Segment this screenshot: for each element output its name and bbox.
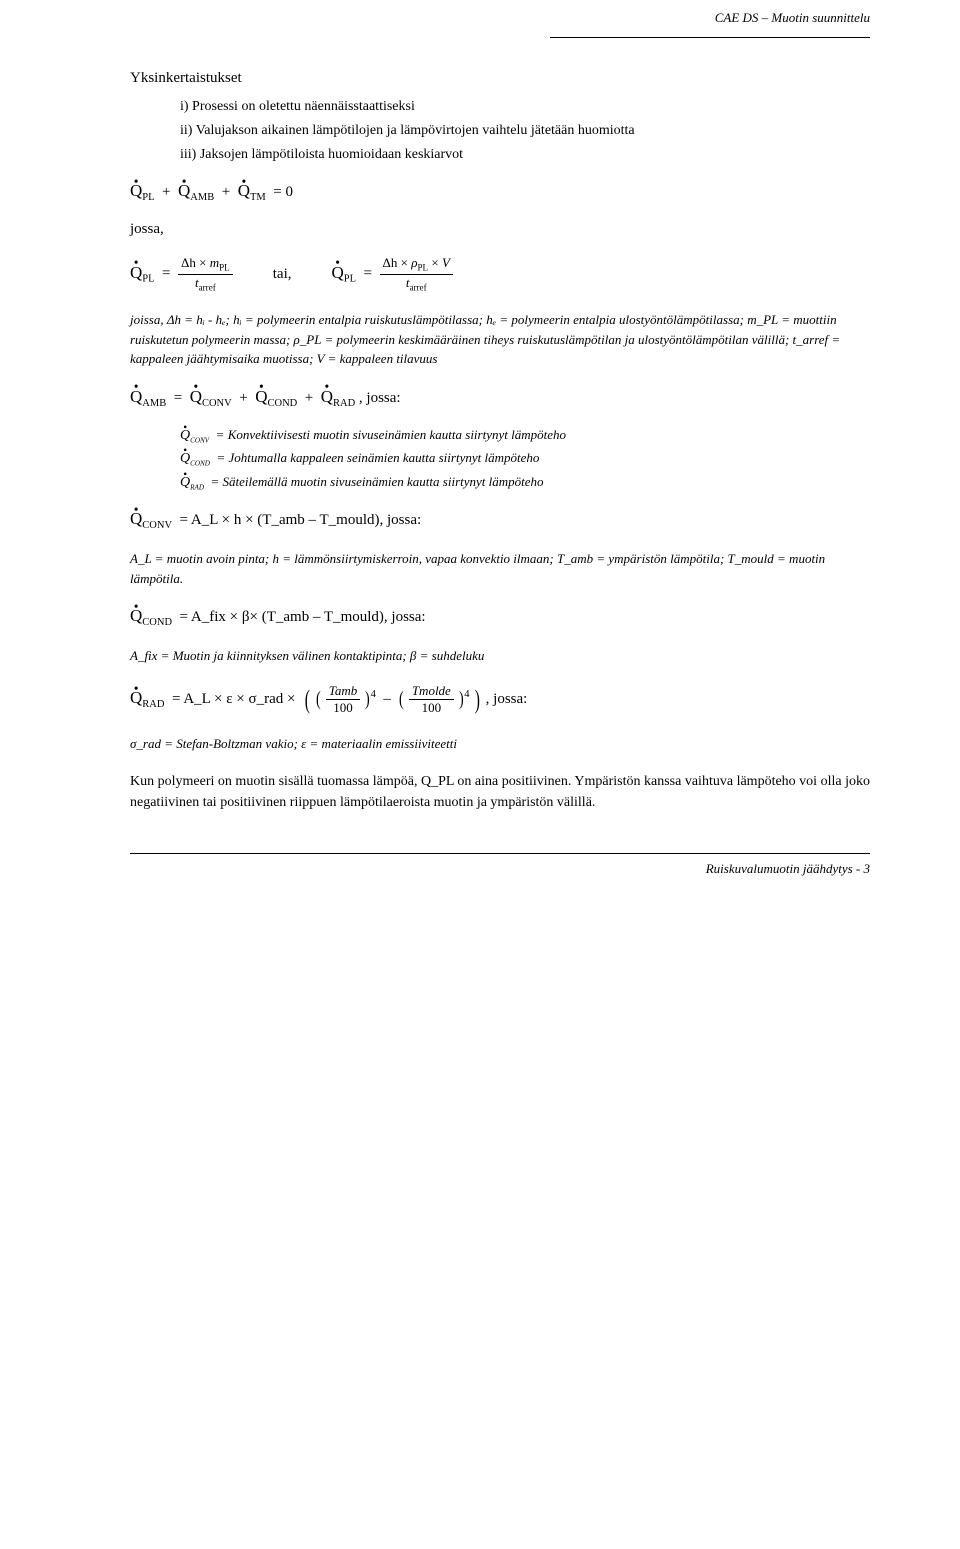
footer-text: Ruiskuvalumuotin jäähdytys - 3 xyxy=(130,861,870,877)
assumption-ii: ii) Valujakson aikainen lämpötilojen ja … xyxy=(180,123,870,139)
eq-balance: QPL + QAMB + QTM = 0 xyxy=(130,181,870,203)
desc-qpl: joissa, Δh = hᵢ - hₑ; hᵢ = polymeerin en… xyxy=(130,310,870,369)
header-rule xyxy=(550,37,870,38)
section-title: Yksinkertaistukset xyxy=(130,70,870,87)
header-text: CAE DS – Muotin suunnittelu xyxy=(715,10,870,26)
jossa-label: jossa, xyxy=(130,221,870,238)
assumption-iii: iii) Jaksojen lämpötiloista huomioidaan … xyxy=(180,147,870,163)
footer-rule xyxy=(130,853,870,854)
eq-qrad: QRAD = A_L × ε × σ_rad × ( ( Tamb 100 )4… xyxy=(130,684,870,716)
final-paragraph: Kun polymeeri on muotin sisällä tuomassa… xyxy=(130,771,870,813)
desc-qrad: σ_rad = Stefan-Boltzman vakio; ε = mater… xyxy=(130,734,870,754)
assumptions-list: i) Prosessi on oletettu näennäisstaattis… xyxy=(180,99,870,163)
eq-qconv: QCONV = A_L × h × (T_amb – T_mould), jos… xyxy=(130,509,870,531)
eq-qcond: QCOND = A_fix × β× (T_amb – T_mould), jo… xyxy=(130,606,870,628)
q-component-descriptions: QCONV = Konvektiivisesti muotin sivusein… xyxy=(180,427,870,492)
desc-qconv: A_L = muotin avoin pinta; h = lämmönsiir… xyxy=(130,549,870,588)
tai-label: tai, xyxy=(273,266,292,283)
desc-qcond: A_fix = Muotin ja kiinnityksen välinen k… xyxy=(130,646,870,666)
eq-qamb: QAMB = QCONV + QCOND + QRAD , jossa: xyxy=(130,387,870,409)
eq-qpl-definitions: QPL = Δh × mPL tarref tai, QPL = Δh × ρP… xyxy=(130,256,870,292)
assumption-i: i) Prosessi on oletettu näennäisstaattis… xyxy=(180,99,870,115)
